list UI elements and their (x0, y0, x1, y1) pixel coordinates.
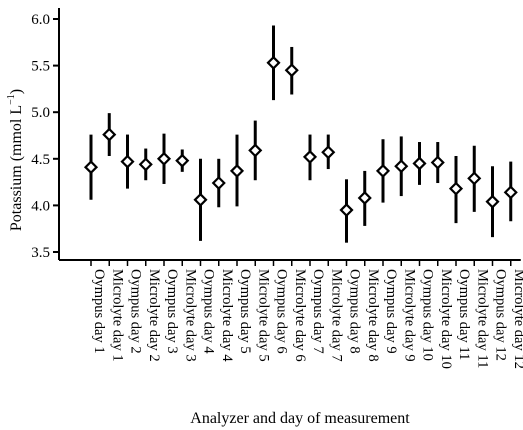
x-category-label: Oympus day 2 (128, 269, 144, 354)
data-point (375, 163, 391, 178)
data-point (175, 153, 190, 168)
data-point (321, 145, 336, 160)
data-point (102, 127, 117, 142)
x-category-label: Microlyte day 3 (182, 269, 198, 362)
data-point (266, 55, 281, 70)
data-point (83, 160, 99, 175)
data-point (229, 163, 245, 178)
x-category-label: Microlyte day 2 (146, 269, 162, 362)
data-point (485, 194, 500, 209)
data-point (302, 149, 318, 164)
x-category-label: Microlyte day 4 (219, 269, 235, 362)
x-category-label: Oympus day 7 (310, 269, 326, 354)
x-category-label: Oympus day 8 (347, 269, 363, 354)
data-point (211, 175, 226, 191)
y-tick-label: 5.5 (31, 59, 50, 75)
data-point (394, 159, 409, 174)
y-axis-title: Potassium (mmol L−1) (6, 89, 25, 231)
y-tick-label: 5.0 (31, 105, 50, 121)
y-axis-title-group: Potassium (mmol L−1) (6, 89, 25, 231)
y-axis-title-superscript: −1 (6, 94, 17, 105)
data-point (467, 171, 482, 186)
x-category-label: Microlyte day 7 (328, 269, 344, 362)
x-category-label: Oympus day 5 (237, 269, 253, 354)
data-point (412, 156, 427, 171)
data-point (193, 192, 208, 207)
x-category-label: Microlyte day 9 (401, 269, 417, 362)
x-category-label: Microlyte day 5 (255, 269, 271, 362)
y-tick-label: 4.0 (31, 198, 50, 214)
y-tick-label: 6.0 (31, 12, 50, 28)
data-point (430, 155, 445, 170)
data-point (248, 143, 263, 158)
data-point (339, 203, 354, 218)
x-category-label: Oympus day 11 (456, 269, 472, 360)
x-category-label: Oympus day 6 (274, 269, 290, 354)
x-category-label: Microlyte day 6 (292, 269, 308, 362)
x-category-label: Oympus day 4 (201, 269, 217, 354)
data-point (357, 190, 372, 205)
y-axis-title-tail: ) (8, 89, 25, 94)
x-category-label: Microlyte day 12 (511, 269, 523, 369)
data-point (156, 151, 172, 166)
data-point (138, 157, 153, 172)
x-category-label: Oympus day 3 (164, 269, 180, 354)
y-tick-label: 4.5 (31, 152, 50, 168)
x-axis-title: Analyzer and day of measurement (190, 410, 410, 427)
x-category-label: Oympus day 1 (91, 269, 107, 354)
y-axis-title-main: Potassium (mmol L (8, 105, 25, 231)
data-point (503, 185, 518, 200)
x-category-label: Microlyte day 8 (365, 269, 381, 362)
data-point (448, 181, 464, 196)
x-category-label: Oympus day 10 (420, 269, 436, 361)
x-category-label: Microlyte day 10 (438, 269, 454, 369)
x-category-label: Oympus day 12 (493, 269, 509, 361)
x-category-label: Microlyte day 11 (474, 269, 490, 368)
y-tick-label: 3.5 (31, 245, 50, 261)
x-category-label: Microlyte day 1 (109, 269, 125, 362)
data-point (284, 63, 299, 78)
data-point (120, 154, 135, 169)
x-category-label: Oympus day 9 (383, 269, 399, 354)
